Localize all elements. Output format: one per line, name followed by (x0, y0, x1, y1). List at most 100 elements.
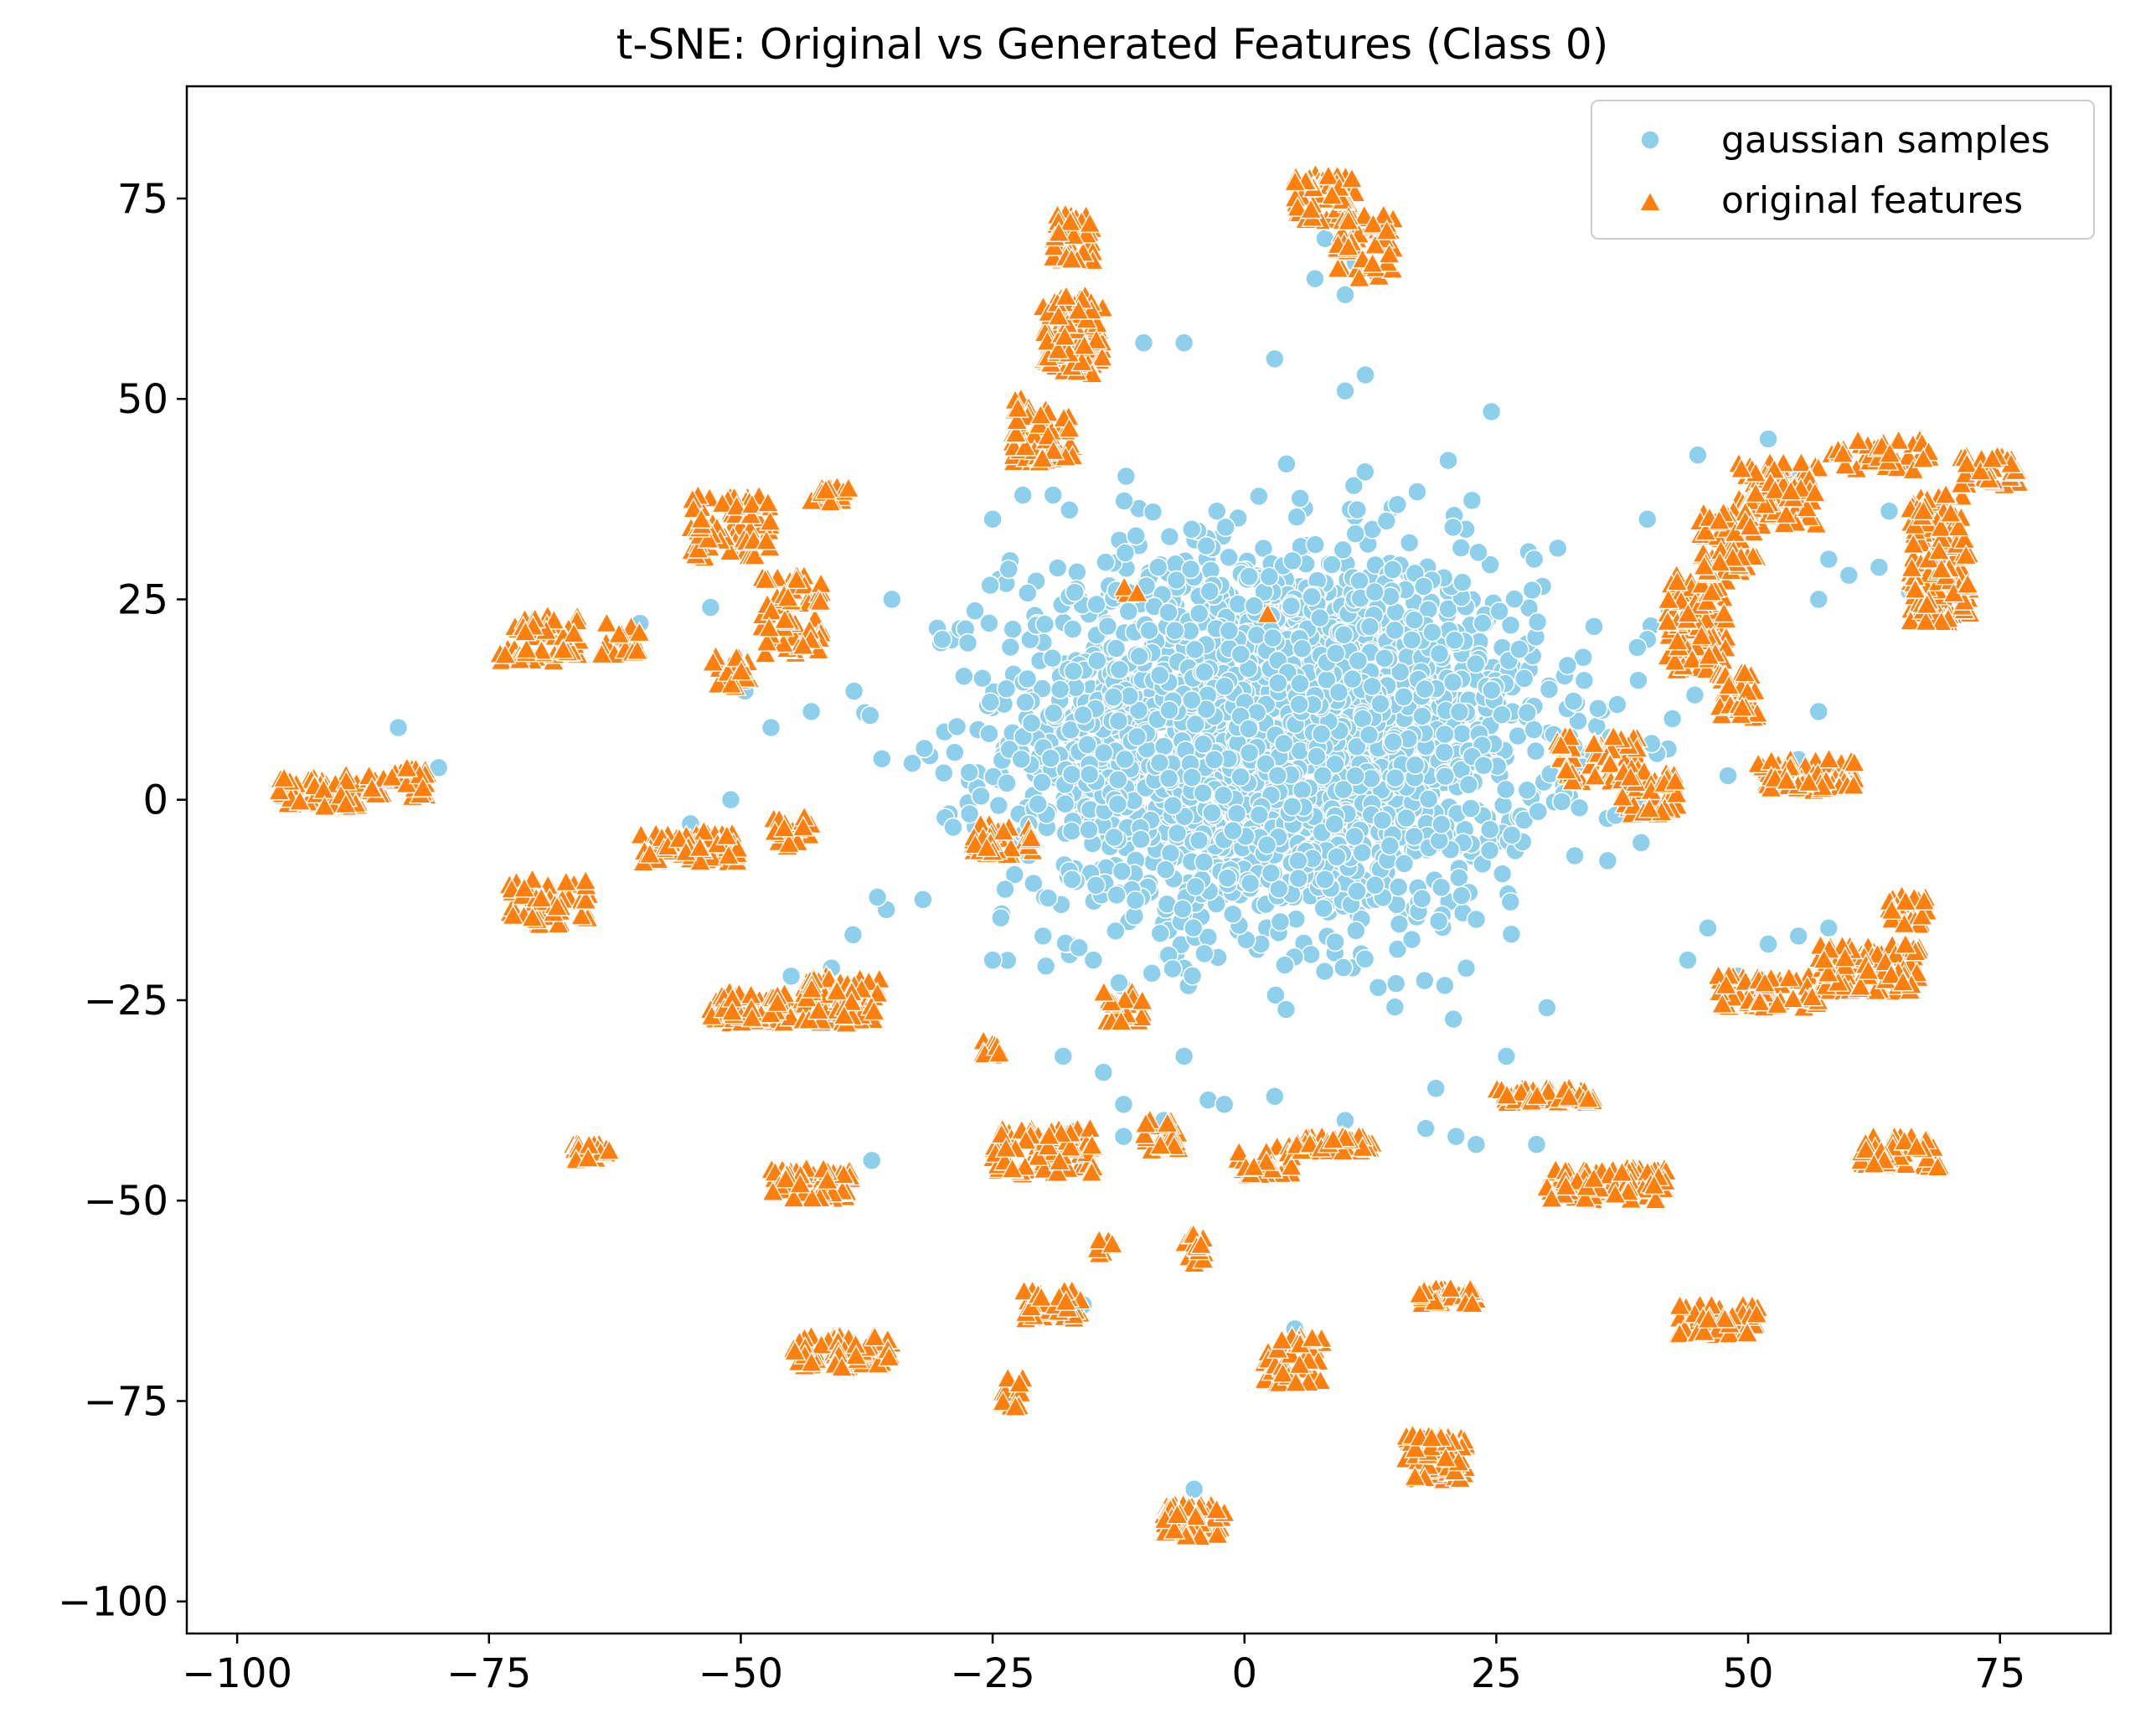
gaussian-sample-point (1808, 589, 1829, 610)
gaussian-sample-point (1324, 813, 1344, 834)
gaussian-sample-point (1033, 926, 1054, 947)
gaussian-sample-point (972, 668, 993, 689)
gaussian-sample-point (1354, 948, 1375, 969)
gaussian-sample-point (1307, 746, 1327, 766)
gaussian-sample-point (996, 679, 1017, 699)
gaussian-sample-point (1133, 333, 1154, 354)
gaussian-sample-point (1456, 957, 1477, 978)
gaussian-sample-point (1163, 958, 1183, 979)
gaussian-sample-point (983, 508, 1003, 529)
gaussian-sample-point (1354, 462, 1375, 483)
gaussian-sample-point (1004, 864, 1025, 885)
gaussian-sample-point (1563, 691, 1584, 711)
gaussian-sample-point (1431, 877, 1452, 898)
gaussian-sample-point (1473, 613, 1493, 633)
gaussian-sample-point (1335, 285, 1355, 305)
gaussian-sample-point (1718, 766, 1738, 786)
gaussian-sample-point (1346, 921, 1366, 941)
gaussian-sample-point (1501, 924, 1522, 944)
gaussian-sample-point (1239, 719, 1259, 739)
gaussian-sample-point (1818, 549, 1839, 570)
gaussian-sample-point (1182, 966, 1203, 986)
gaussian-sample-point (1127, 726, 1148, 747)
gaussian-sample-point (1112, 861, 1132, 881)
gaussian-sample-point (959, 803, 980, 824)
gaussian-sample-point (1482, 680, 1502, 700)
gaussian-sample-point (882, 589, 902, 610)
gaussian-sample-point (1335, 380, 1355, 401)
gaussian-sample-point (1159, 526, 1180, 547)
chart-title: t-SNE: Original vs Generated Features (C… (616, 20, 1609, 69)
gaussian-sample-point (1159, 699, 1179, 720)
gaussian-sample-point (979, 723, 999, 744)
gaussian-sample-point (1017, 668, 1038, 689)
gaussian-sample-point (1109, 973, 1129, 994)
gaussian-sample-point (933, 762, 954, 783)
gaussian-sample-point (1282, 797, 1302, 817)
gaussian-sample-point (1315, 870, 1335, 890)
gaussian-sample-point (979, 613, 999, 633)
gaussian-sample-point (1446, 1126, 1467, 1147)
gaussian-sample-point (1879, 501, 1900, 522)
gaussian-sample-point (1584, 617, 1604, 637)
gaussian-sample-point (1387, 494, 1408, 515)
gaussian-sample-point (1125, 890, 1146, 911)
gaussian-sample-point (1282, 550, 1302, 571)
gaussian-sample-point (1106, 885, 1127, 906)
gaussian-sample-point (1113, 1126, 1134, 1147)
gaussian-sample-point (1376, 511, 1397, 531)
gaussian-sample-point (1492, 705, 1512, 725)
gaussian-sample-point (1473, 755, 1494, 776)
gaussian-sample-point (1150, 923, 1171, 943)
gaussian-sample-point (1077, 735, 1097, 755)
gaussian-sample-point (1758, 429, 1778, 449)
gaussian-sample-point (1429, 830, 1450, 851)
gaussian-sample-point (1217, 868, 1238, 889)
gaussian-sample-point (1539, 679, 1560, 699)
gaussian-sample-point (1265, 1086, 1285, 1107)
gaussian-sample-point (943, 817, 963, 838)
gaussian-sample-point (1230, 644, 1251, 664)
gaussian-sample-point (1158, 768, 1179, 789)
gaussian-sample-point (1524, 720, 1544, 740)
gaussian-sample-point (1385, 973, 1406, 994)
gaussian-sample-point (1181, 519, 1202, 539)
gaussian-sample-point (1442, 672, 1463, 693)
gaussian-sample-point (1405, 755, 1426, 776)
gaussian-sample-point (1565, 845, 1585, 866)
gaussian-sample-point (1287, 507, 1307, 528)
gaussian-sample-point (957, 632, 978, 653)
gaussian-sample-point (1551, 792, 1572, 812)
gaussian-sample-point (1390, 662, 1411, 682)
gaussian-sample-point (1678, 950, 1698, 970)
gaussian-sample-point (1244, 596, 1265, 616)
gaussian-sample-point (1194, 852, 1215, 872)
gaussian-sample-point (1435, 724, 1455, 745)
gaussian-sample-point (1526, 1134, 1547, 1155)
gaussian-sample-point (1063, 661, 1084, 682)
gaussian-sample-point (954, 666, 974, 687)
gaussian-sample-point (1449, 702, 1470, 722)
gaussian-sample-point (1109, 659, 1130, 680)
gaussian-sample-point (1239, 742, 1260, 763)
gaussian-sample-point (1444, 630, 1465, 651)
gaussian-sample-point (1106, 921, 1126, 942)
gaussian-sample-point (1240, 873, 1261, 894)
gaussian-sample-point (1415, 970, 1435, 991)
gaussian-sample-point (1142, 963, 1163, 983)
gaussian-sample-point (1422, 622, 1442, 643)
gaussian-sample-point (1013, 485, 1033, 505)
gaussian-sample-point (1194, 943, 1215, 964)
gaussian-sample-point (1193, 782, 1214, 803)
gaussian-sample-point (1311, 724, 1332, 745)
gaussian-sample-point (1492, 864, 1513, 884)
gaussian-sample-point (1301, 944, 1321, 965)
gaussian-sample-point (388, 717, 409, 738)
gaussian-sample-point (761, 717, 781, 738)
gaussian-sample-point (1219, 621, 1240, 641)
gaussian-sample-point (1281, 596, 1302, 617)
gaussian-sample-point (1000, 637, 1021, 658)
gaussian-sample-point (1266, 985, 1286, 1005)
gaussian-sample-point (1500, 891, 1521, 912)
gaussian-sample-point (1698, 918, 1718, 938)
